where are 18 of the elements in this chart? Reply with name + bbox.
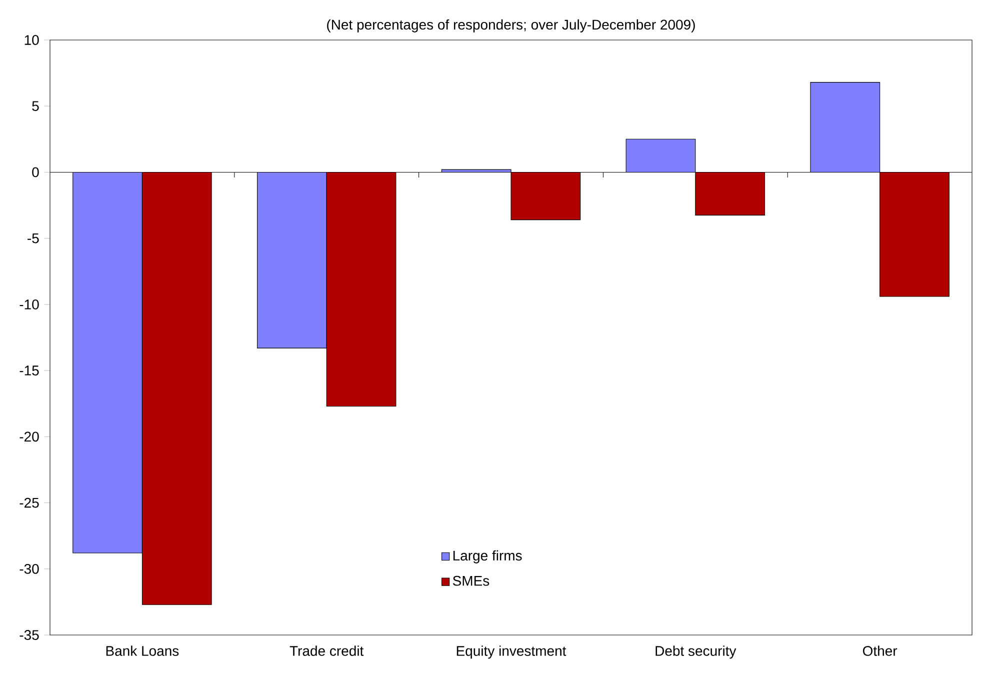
y-tick-label: -5 bbox=[28, 233, 39, 244]
legend-label: SMEs bbox=[452, 576, 490, 586]
x-tick-label: Bank Loans bbox=[106, 646, 179, 656]
legend-label: Large firms bbox=[453, 550, 522, 564]
x-tick-label: Equity investment bbox=[456, 646, 566, 659]
y-tick-label: -30 bbox=[20, 564, 39, 574]
y-tick-label: -35 bbox=[20, 630, 39, 640]
y-tick-label: 10 bbox=[24, 35, 39, 45]
y-tick-label: -15 bbox=[20, 366, 39, 376]
y-tick-label: 0 bbox=[32, 167, 39, 178]
x-tick-label: Trade credit bbox=[290, 646, 364, 656]
y-tick-label: 5 bbox=[32, 101, 39, 111]
y-tick-label: -20 bbox=[20, 432, 39, 442]
y-tick-label: -10 bbox=[20, 299, 39, 310]
x-tick-label: Other bbox=[862, 646, 898, 656]
x-tick-label: Debt security bbox=[656, 646, 736, 659]
y-tick-label: -25 bbox=[20, 498, 39, 508]
chart-title: (Net percentages of responders; over July-December 2009) bbox=[327, 19, 695, 32]
